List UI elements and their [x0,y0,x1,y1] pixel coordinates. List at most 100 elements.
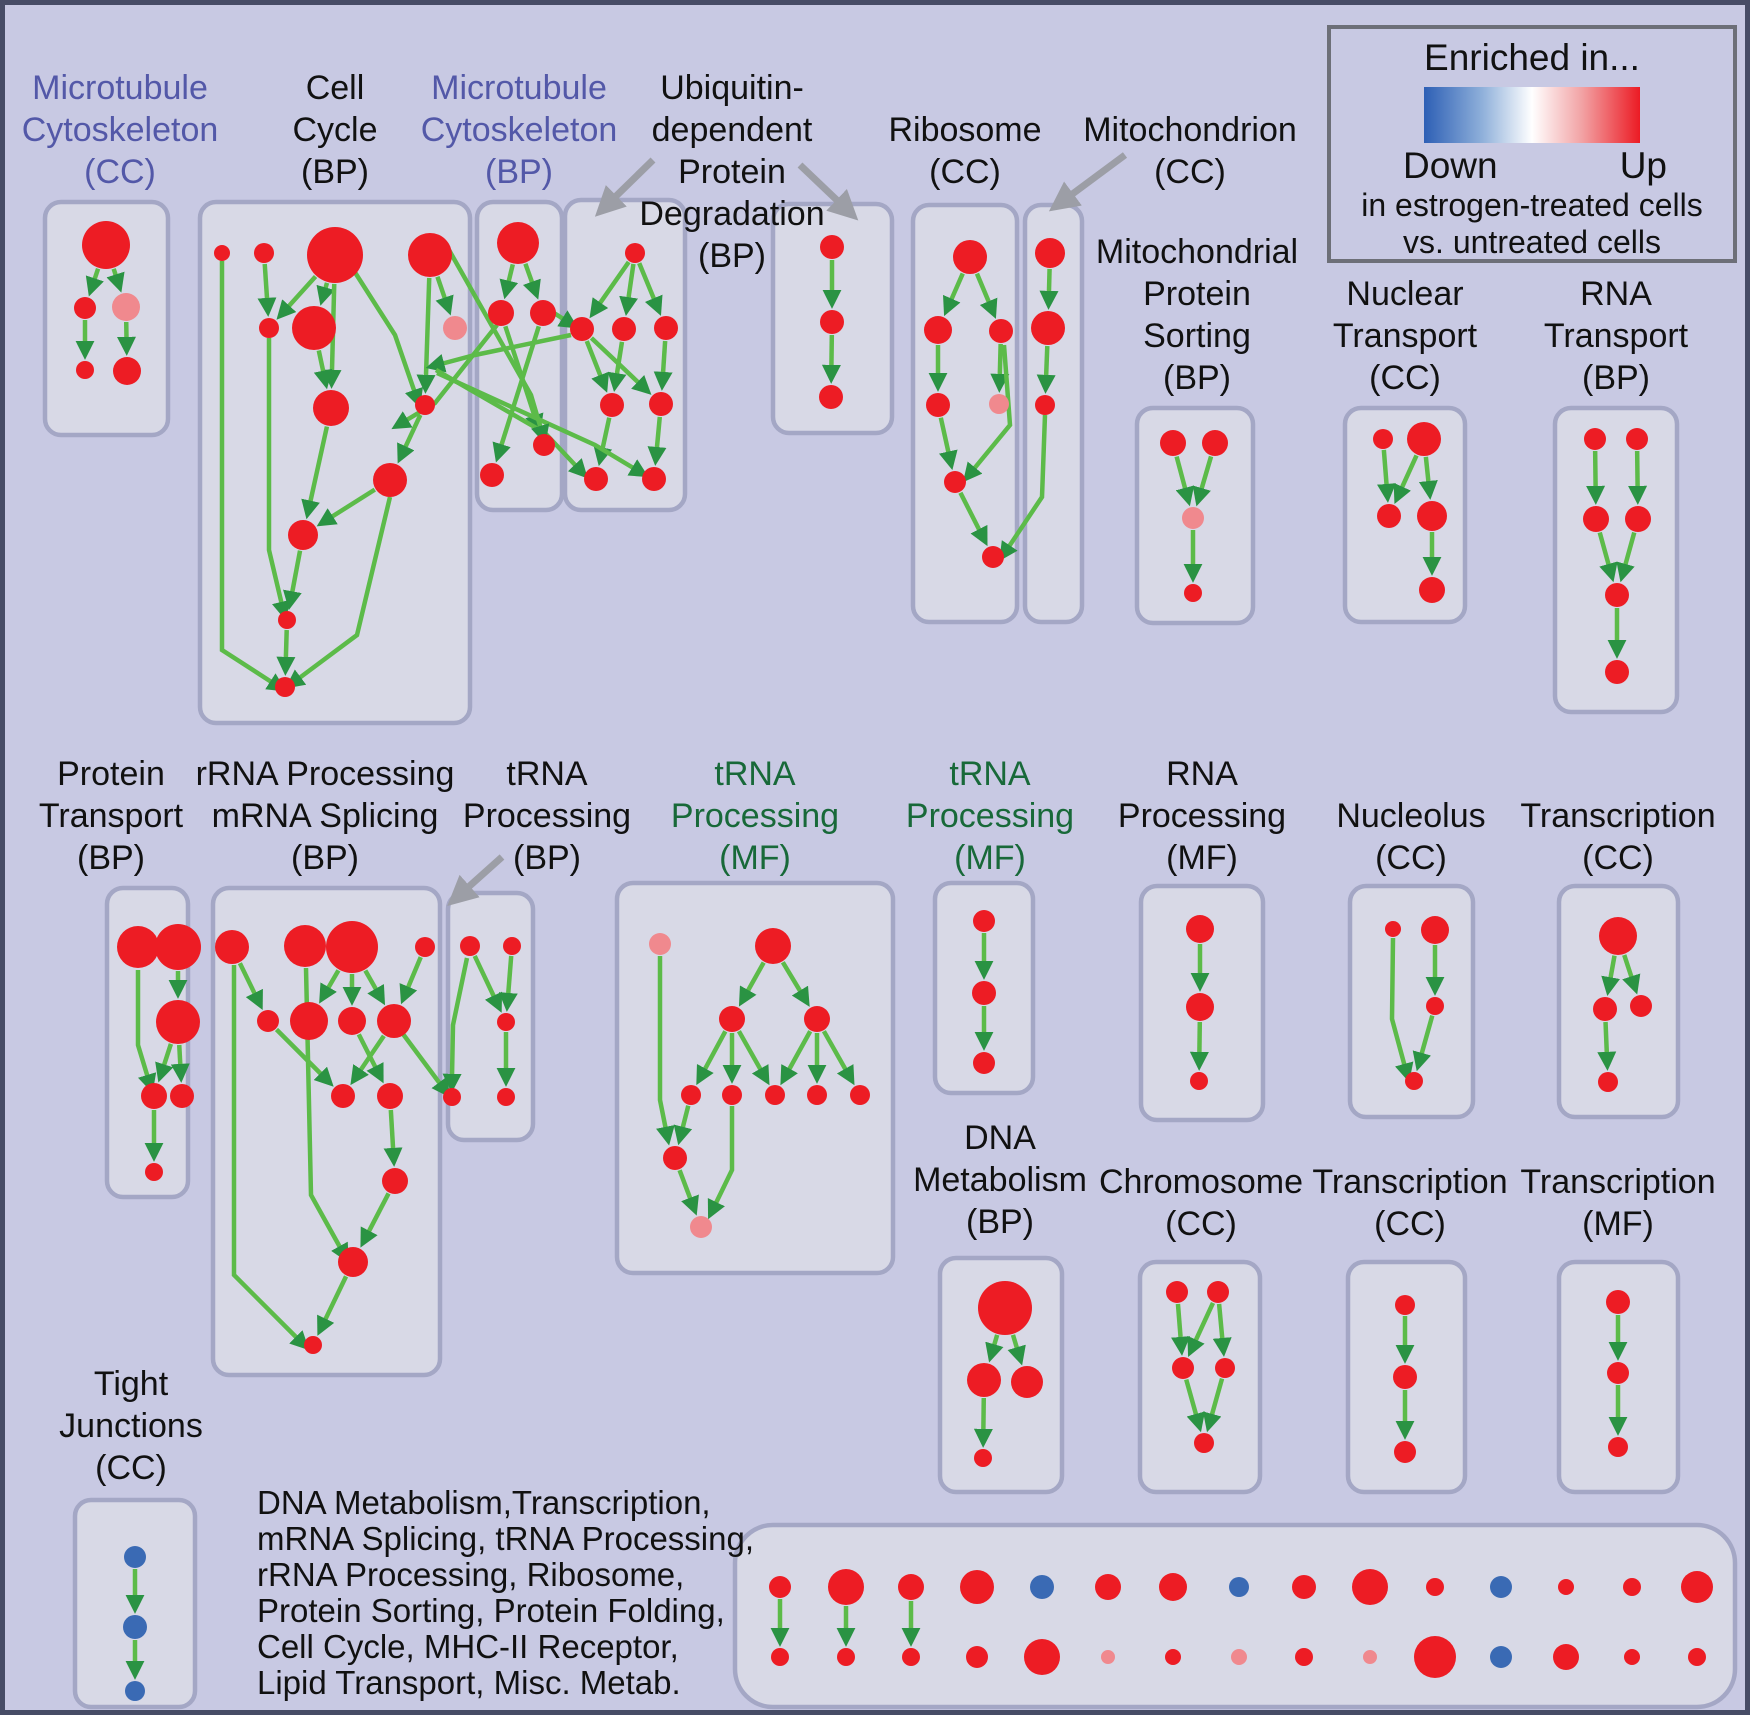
go-term-node [1035,395,1055,415]
go-term-node [1031,311,1065,345]
go-term-node [497,1013,515,1031]
label-line: Processing [462,797,632,835]
label-line: (CC) [95,1449,167,1487]
label-line: Mitochondrion [1083,111,1297,149]
label-line: tRNA [714,755,796,793]
edge [219,261,287,692]
cluster-label-dna-metabolism: DNA Metabolism (BP) [913,1117,1087,1243]
label-line: (MF) [1166,839,1238,877]
go-term-node [719,1006,745,1032]
edge [313,350,333,390]
cluster-label-ubiquitin: Ubiquitin-dependent Protein Degradation (BP… [639,67,824,277]
edge [383,1109,403,1167]
edge [821,1030,855,1086]
go-term-node [1182,507,1204,529]
legend-box: Enriched in... Down Up in estrogen-treat… [1327,25,1737,263]
edge [319,969,341,1004]
edge [316,282,335,306]
edge [436,370,649,478]
go-term-node [973,1052,995,1074]
edge [985,1334,1004,1363]
go-term-node [960,1570,994,1604]
edge [106,268,125,293]
go-term-node [722,1085,742,1105]
label-line: (BP) [291,839,359,877]
edge [170,1044,190,1083]
label-line: (BP) [1581,359,1650,397]
go-term-node [1630,995,1652,1017]
cluster-box-nuclear-transport [1342,405,1468,625]
go-term-node [1490,1646,1512,1668]
edge [1418,456,1438,500]
go-term-node [141,1083,167,1109]
go-term-node [1558,1579,1574,1595]
edge [1174,455,1195,507]
edge [1212,1303,1232,1357]
go-term-node [488,300,514,326]
go-term-node [966,1646,988,1668]
edge [673,1105,693,1146]
go-term-node [642,467,666,491]
label-line: Cycle [292,111,378,149]
go-term-node [1160,430,1186,456]
edge [974,272,998,319]
label-line: (BP) [512,839,581,877]
edge [283,550,303,611]
go-term-node [124,1546,146,1568]
go-term-node [443,316,467,340]
go-term-node [313,390,349,426]
label-line: (CC) [1582,839,1654,877]
edge [1389,937,1414,1083]
label-line: Transcription [1520,1163,1716,1201]
go-term-node [1101,1650,1115,1664]
edge [492,325,541,463]
edge [1616,531,1637,583]
go-term-node [331,1084,355,1108]
go-term-node [338,1007,366,1035]
edge [1412,1015,1435,1072]
go-term-node [112,293,140,321]
edge [943,272,965,317]
go-term-node [924,316,952,344]
edge [707,1106,735,1220]
go-term-node [443,1088,461,1106]
go-term-node [654,316,678,340]
edge [780,1030,813,1086]
go-term-node [1373,429,1393,449]
go-term-node [1385,921,1401,937]
go-term-node [820,235,844,259]
go-term-node [408,233,452,277]
go-term-node [1166,1281,1188,1303]
go-term-node [1625,506,1651,532]
go-term-node [1605,660,1629,684]
label-line: Processing [905,797,1075,835]
edge [237,962,263,1011]
go-term-node [1377,504,1401,528]
go-term-node [497,222,539,264]
edge [317,1275,349,1336]
go-term-node [1490,1576,1512,1598]
go-term-node [145,1163,163,1181]
cluster-label-chromosome: Chromosome (CC) [1099,1161,1303,1245]
label-line: Processing [1117,797,1287,835]
label-line: (CC) [1369,359,1441,397]
go-term-node [377,1004,411,1038]
go-term-node [382,1168,408,1194]
edge [85,268,104,297]
go-term-node [215,930,249,964]
go-term-node [254,243,274,263]
go-term-node [125,1681,145,1701]
cluster-label-protein-transport: Protein Transport (BP) [39,753,183,879]
edge [656,956,675,1146]
label-line: (MF) [1582,1205,1654,1243]
go-term-node [972,981,996,1005]
edge [938,417,958,471]
edge [1192,455,1214,507]
go-term-node [1172,1357,1194,1379]
go-term-node [1688,1648,1706,1666]
edge [276,629,296,676]
edge [1622,954,1641,995]
go-term-node [982,546,1004,568]
label-pointer-arrow [594,157,656,217]
label-line: Junctions [59,1407,203,1445]
